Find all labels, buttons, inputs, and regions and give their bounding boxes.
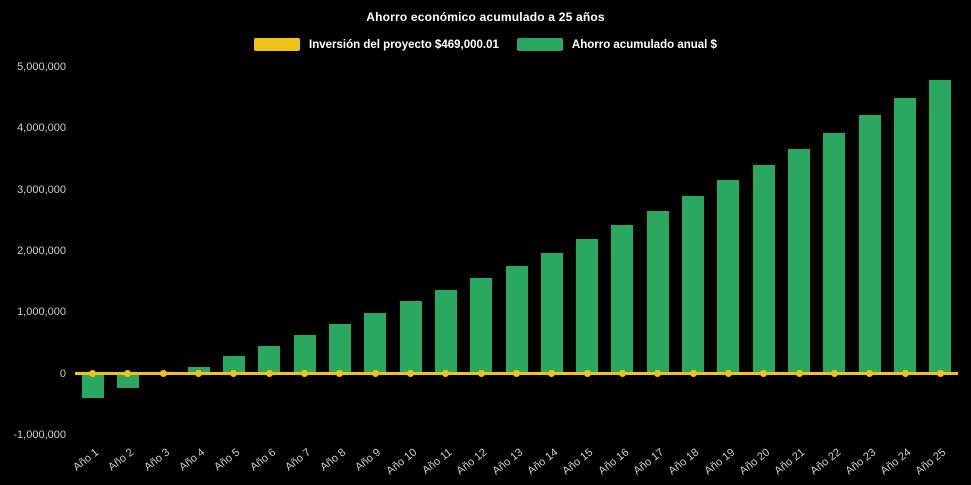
investment-line-point-13 (513, 370, 520, 378)
bar-year-16 (611, 225, 634, 374)
y-axis-tick-label: 1,000,000 (17, 306, 66, 319)
investment-line-point-25 (936, 370, 944, 378)
savings-bar-swatch (516, 38, 563, 51)
investment-line-point-3 (159, 370, 167, 378)
bar-year-24 (894, 97, 917, 374)
investment-line-point-11 (442, 370, 450, 378)
investment-line-point-21 (795, 370, 803, 378)
investment-line-point-8 (336, 370, 344, 378)
x-axis-tick-label: Año 6 (247, 446, 278, 474)
investment-line-point-17 (654, 370, 662, 378)
investment-line-point-23 (866, 370, 874, 378)
x-axis-tick-label: Año 22 (807, 446, 843, 478)
investment-line-swatch (254, 38, 301, 51)
bar-year-11 (434, 289, 457, 374)
investment-line-point-22 (830, 370, 838, 378)
x-axis-tick-label: Año 5 (212, 446, 243, 474)
investment-line-point-7 (301, 370, 309, 378)
investment-line-point-1 (89, 370, 97, 378)
legend-item-investment[interactable]: Inversión del proyecto $469,000.01 (254, 38, 499, 51)
y-axis-tick-label: 2,000,000 (17, 245, 66, 257)
x-axis-tick-label: Año 1 (71, 446, 102, 474)
bar-year-1 (81, 373, 104, 399)
investment-line-point-4 (195, 370, 203, 378)
x-axis-tick-label: Año 13 (490, 446, 525, 478)
x-axis-tick-label: Año 8 (318, 446, 349, 474)
investment-line-point-24 (901, 370, 909, 378)
y-axis-tick-label: 5,000,000 (17, 61, 66, 73)
bar-year-14 (540, 252, 563, 374)
x-axis-tick-label: Año 24 (878, 446, 914, 478)
investment-line-point-9 (371, 370, 379, 378)
investment-line-point-6 (265, 370, 273, 378)
x-axis-tick-label: Año 18 (666, 446, 702, 478)
x-axis-tick-label: Año 4 (176, 446, 208, 474)
x-axis-tick-label: Año 9 (353, 446, 384, 474)
bar-year-6 (258, 346, 281, 374)
y-axis-tick-label: -1,000,000 (13, 429, 66, 441)
x-axis-tick-label: Año 23 (843, 446, 879, 478)
bar-year-19 (717, 180, 740, 374)
x-axis-tick-label: Año 12 (454, 446, 490, 478)
y-axis-tick-label: 0 (59, 367, 66, 380)
x-axis-tick-label: Año 20 (737, 446, 773, 478)
bar-year-23 (858, 115, 881, 374)
bar-year-20 (752, 165, 775, 374)
bar-year-12 (470, 277, 493, 374)
x-axis-tick-label: Año 15 (560, 446, 596, 478)
investment-line-point-18 (689, 370, 697, 378)
investment-line-point-15 (583, 370, 591, 378)
y-axis-tick-label: 3,000,000 (17, 183, 66, 196)
bar-year-8 (328, 323, 351, 374)
x-axis-tick-label: Año 3 (141, 446, 172, 474)
investment-line-point-16 (618, 370, 626, 378)
legend-label-savings: Ahorro acumulado anual $ (571, 38, 717, 51)
bar-year-2 (116, 373, 139, 388)
bar-year-10 (399, 301, 422, 374)
bar-year-25 (929, 79, 952, 374)
chart-legend: Inversión del proyecto $469,000.01 Ahorr… (0, 38, 971, 51)
x-axis-tick-label: Año 17 (631, 446, 667, 478)
plot-area (75, 67, 958, 435)
bar-year-15 (576, 239, 599, 374)
chart-title: Ahorro económico acumulado a 25 años (366, 10, 605, 24)
investment-line-point-5 (230, 370, 238, 378)
bar-year-9 (364, 312, 387, 374)
bar-year-5 (222, 356, 245, 374)
x-axis-tick-label: Año 14 (525, 446, 561, 478)
bar-year-22 (823, 132, 846, 374)
investment-line-point-14 (548, 370, 556, 378)
x-axis-tick-label: Año 19 (701, 446, 737, 478)
x-axis-tick-label: Año 21 (772, 446, 808, 478)
x-axis-tick-label: Año 11 (420, 446, 455, 477)
x-axis-tick-label: Año 10 (384, 446, 419, 478)
x-axis-tick-label: Año 7 (282, 446, 313, 474)
bar-year-21 (788, 149, 811, 374)
y-axis-tick-label: 4,000,000 (17, 122, 66, 135)
legend-item-savings[interactable]: Ahorro acumulado anual $ (516, 38, 717, 51)
investment-line-point-19 (724, 370, 732, 378)
x-axis-tick-label: Año 16 (595, 446, 631, 478)
bar-year-17 (646, 210, 669, 374)
legend-label-investment: Inversión del proyecto $469,000.01 (309, 38, 499, 51)
investment-line-point-10 (407, 370, 415, 378)
x-axis-tick-label: Año 25 (913, 446, 949, 478)
bar-year-18 (682, 195, 705, 374)
investment-line-point-2 (124, 370, 132, 378)
investment-line-point-20 (760, 370, 768, 378)
x-axis-tick-label: Año 2 (106, 446, 137, 474)
investment-line-point-12 (477, 370, 485, 378)
bar-year-13 (505, 265, 528, 374)
bar-year-7 (293, 335, 316, 374)
